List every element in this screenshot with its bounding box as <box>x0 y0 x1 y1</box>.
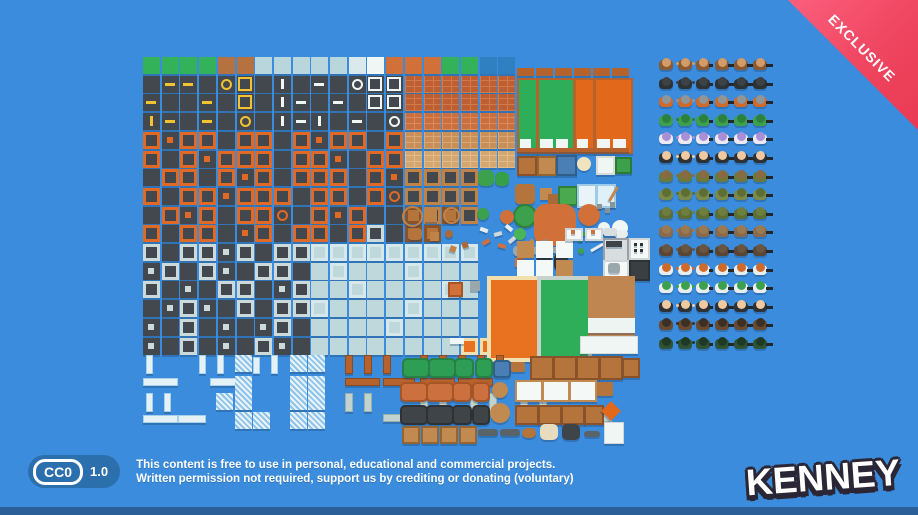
license-area: CC0 1.0 This content is free to use in p… <box>28 455 574 488</box>
bottom-edge-bar <box>0 507 918 515</box>
license-line-2: Written permission not required, support… <box>136 472 574 485</box>
cc0-badge: CC0 1.0 <box>28 455 121 488</box>
cc0-badge-version: 1.0 <box>90 464 109 479</box>
cc0-badge-main: CC0 <box>33 458 84 485</box>
license-line-1: This content is free to use in personal,… <box>136 458 556 471</box>
license-text: This content is free to use in personal,… <box>136 458 573 486</box>
